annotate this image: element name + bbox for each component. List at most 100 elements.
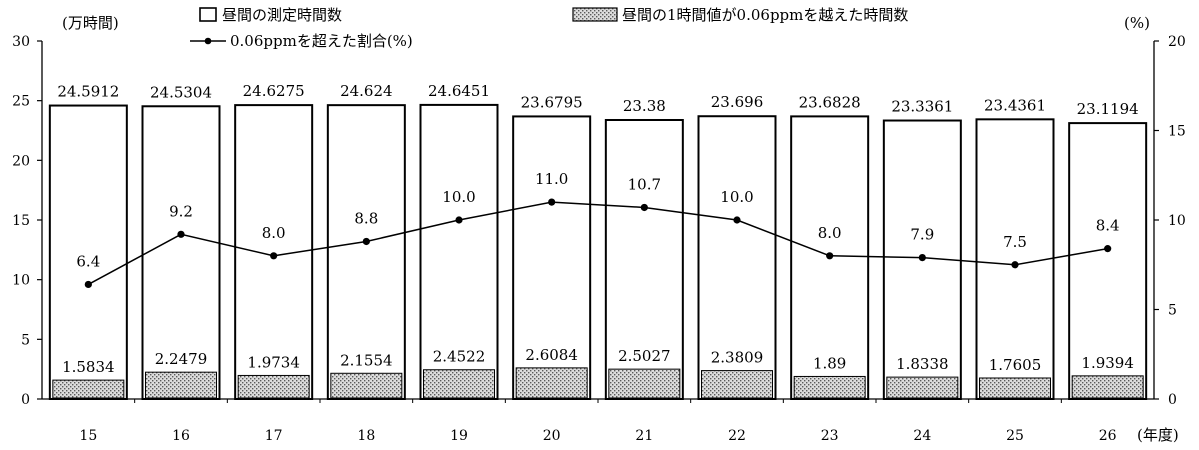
- point-exceed-ratio: [84, 280, 92, 289]
- legend-swatch-exceed-hours: [572, 7, 618, 22]
- left-axis-unit: (万時間): [62, 14, 119, 32]
- x-tick-label: 16: [172, 428, 190, 444]
- point-exceed-ratio: [1011, 261, 1019, 269]
- data-label-exceed-hours: 1.5834: [62, 358, 115, 376]
- bars-measured-hours: [48, 103, 1148, 401]
- data-label-measured-hours: 24.5912: [57, 83, 119, 101]
- data-label-measured-hours: 23.696: [711, 93, 764, 111]
- bar-measured-hours: [48, 104, 128, 400]
- left-tick-label: 10: [12, 273, 30, 289]
- right-tick-label: 0: [1168, 392, 1177, 408]
- point-exceed-ratio: [640, 203, 648, 212]
- data-label-measured-hours: 24.5304: [150, 83, 212, 101]
- data-label-measured-hours: 23.6795: [521, 93, 583, 111]
- bar-exceed-hours: [793, 375, 866, 399]
- x-tick-label: 20: [543, 428, 561, 444]
- x-tick-label: 21: [635, 428, 653, 444]
- point-exceed-ratio: [918, 253, 926, 262]
- data-label-exceed-ratio: 8.4: [1096, 217, 1120, 235]
- bar-exceed-hours: [701, 370, 773, 399]
- data-label-exceed-ratio: 8.0: [818, 224, 842, 242]
- line-exceed-ratio: [84, 198, 1112, 289]
- data-label-measured-hours: 23.1194: [1077, 100, 1139, 118]
- data-label-exceed-hours: 2.1554: [340, 351, 393, 369]
- data-label-exceed-hours: 1.7605: [989, 356, 1042, 374]
- axes: 0 5 10 15 20 25 30 0 5 10 15 20 15 16 17 18 19 20 21 22 23 24…: [12, 34, 1186, 444]
- right-tick-label: 20: [1168, 34, 1186, 50]
- x-tick-label: 23: [821, 428, 839, 444]
- data-label-measured-hours: 23.38: [623, 97, 666, 115]
- data-label-exceed-hours: 2.5027: [618, 347, 671, 365]
- legend-label-exceed-hours: 昼間の1時間値が0.06ppmを越えた時間数: [622, 6, 908, 24]
- legend-label-exceed-ratio: 0.06ppmを超えた割合(%): [230, 32, 413, 50]
- left-tick-label: 5: [21, 332, 30, 348]
- x-tick-label: 25: [1006, 428, 1024, 444]
- left-tick-label: 25: [12, 94, 30, 110]
- point-exceed-ratio: [455, 216, 463, 224]
- data-label-exceed-ratio: 7.9: [910, 226, 934, 244]
- point-exceed-ratio: [548, 198, 556, 206]
- x-tick-label: 18: [357, 428, 375, 444]
- data-label-exceed-ratio: 10.0: [442, 188, 475, 206]
- data-label-exceed-hours: 2.2479: [155, 350, 208, 368]
- bar-exceed-hours: [237, 374, 310, 399]
- data-label-exceed-hours: 2.6084: [525, 346, 578, 364]
- bar-exceed-hours: [423, 369, 495, 399]
- bar-measured-hours: [512, 115, 592, 401]
- bar-measured-hours: [419, 103, 499, 401]
- data-label-exceed-ratio: 11.0: [535, 170, 568, 188]
- legend: 昼間の測定時間数 昼間の1時間値が0.06ppmを越えた時間数 0.06ppmを…: [190, 6, 908, 50]
- legend-label-measured-hours: 昼間の測定時間数: [222, 6, 342, 24]
- point-exceed-ratio: [826, 252, 834, 260]
- data-label-exceed-ratio: 10.7: [628, 175, 661, 193]
- point-exceed-ratio: [362, 237, 370, 246]
- data-label-exceed-hours: 1.89: [813, 354, 846, 372]
- data-label-exceed-ratio: 8.0: [262, 224, 286, 242]
- x-tick-label: 24: [913, 428, 931, 444]
- bar-exceed-hours: [52, 379, 125, 399]
- bar-exceed-hours: [1071, 375, 1144, 399]
- bar-exceed-hours: [979, 377, 1051, 399]
- data-label-exceed-hours: 1.8338: [896, 355, 949, 373]
- data-label-measured-hours: 23.3361: [891, 98, 953, 116]
- data-label-measured-hours: 24.6275: [243, 82, 305, 100]
- line-exceed-ratio-path: [87, 201, 1108, 286]
- legend-swatch-measured-hours: [199, 7, 217, 22]
- data-label-exceed-hours: 2.4522: [433, 348, 486, 366]
- data-label-exceed-ratio: 10.0: [720, 188, 753, 206]
- data-label-exceed-hours: 1.9394: [1081, 354, 1134, 372]
- data-label-measured-hours: 23.4361: [984, 96, 1046, 114]
- data-label-exceed-ratio: 7.5: [1003, 233, 1027, 251]
- right-tick-label: 15: [1168, 124, 1186, 140]
- x-axis-unit: (年度): [1137, 426, 1179, 444]
- data-label-exceed-ratio: 6.4: [76, 252, 100, 270]
- bar-exceed-hours: [330, 372, 403, 399]
- right-tick-label: 5: [1168, 303, 1177, 319]
- data-label-exceed-ratio: 8.8: [354, 209, 378, 227]
- bar-measured-hours: [604, 118, 684, 401]
- bar-exceed-hours: [515, 367, 588, 399]
- bars-exceed-hours: [52, 367, 1144, 399]
- data-label-measured-hours: 24.6451: [428, 82, 490, 100]
- left-tick-label: 15: [12, 213, 30, 229]
- point-exceed-ratio: [733, 216, 741, 224]
- bar-measured-hours: [141, 105, 221, 400]
- bar-exceed-hours: [145, 371, 217, 399]
- left-tick-label: 30: [12, 34, 30, 50]
- data-label-exceed-hours: 1.9734: [247, 353, 300, 371]
- data-label-measured-hours: 23.6828: [799, 93, 861, 111]
- data-label-exceed-hours: 2.3809: [711, 349, 764, 367]
- bar-exceed-hours: [886, 376, 959, 399]
- left-tick-label: 20: [12, 153, 30, 169]
- data-label-measured-hours: 24.624: [340, 82, 393, 100]
- x-tick-label: 19: [450, 428, 468, 444]
- bar-measured-hours: [975, 118, 1055, 401]
- x-tick-label: 17: [265, 428, 283, 444]
- x-tick-label: 15: [79, 428, 97, 444]
- right-axis-unit: (%): [1124, 14, 1150, 32]
- bar-measured-hours: [1068, 122, 1148, 400]
- legend-marker-exceed-ratio: [204, 37, 212, 45]
- point-exceed-ratio: [270, 252, 278, 260]
- x-tick-label: 22: [728, 428, 746, 444]
